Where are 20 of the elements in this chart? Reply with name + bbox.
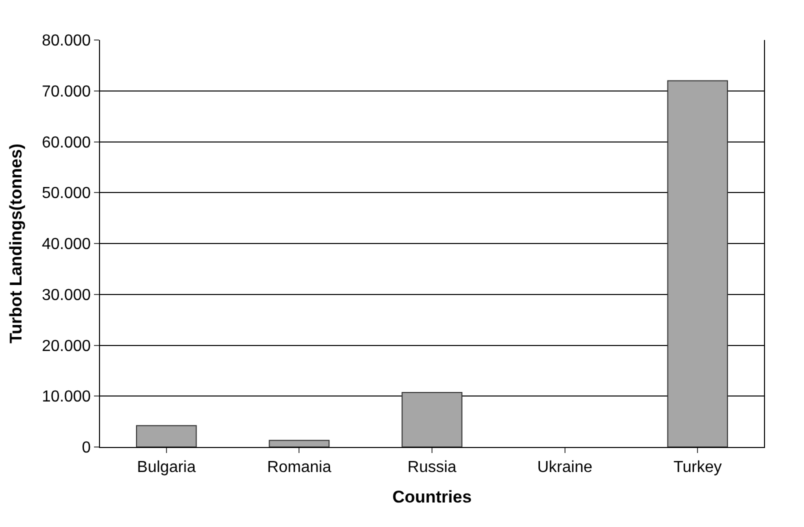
bar	[136, 425, 197, 447]
x-tick-label: Ukraine	[537, 459, 592, 476]
x-tick-label: Bulgaria	[137, 459, 196, 476]
x-tick-label: Russia	[408, 459, 457, 476]
y-tick-label: 50.000	[42, 185, 91, 202]
y-tick-label: 60.000	[42, 134, 91, 152]
bar	[402, 392, 462, 447]
x-tick-label: Turkey	[673, 459, 722, 476]
y-tick-label: 20.000	[42, 338, 91, 355]
bar	[268, 440, 330, 447]
y-tick-label: 80.000	[42, 32, 91, 50]
y-tick-label: 10.000	[42, 388, 91, 406]
y-tick-label: 70.000	[42, 83, 91, 100]
x-tick-label: Romania	[267, 459, 332, 476]
bar	[667, 80, 728, 447]
y-tick-label: 40.000	[42, 236, 91, 254]
x-axis-title: Countries	[392, 488, 472, 507]
y-tick-label: 30.000	[42, 286, 91, 304]
y-tick-label: 0	[82, 440, 91, 457]
y-axis-title: Turbot Landings(tonnes)	[6, 144, 26, 344]
